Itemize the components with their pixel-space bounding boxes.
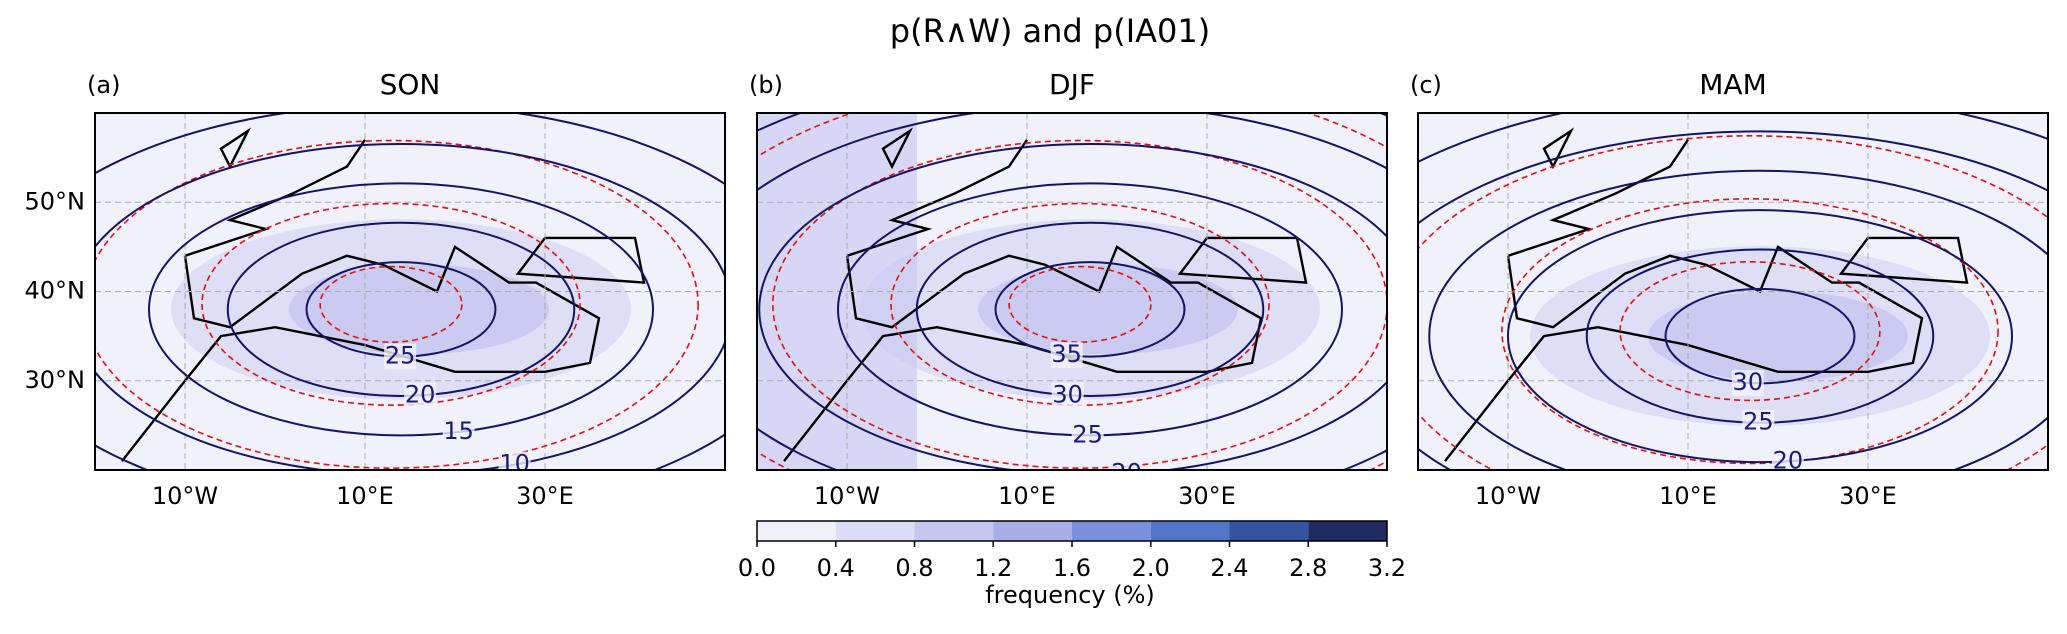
x-tick-label: 10°W <box>152 482 218 510</box>
colorbar-bin <box>757 521 836 541</box>
x-tick-label: 10°E <box>336 482 394 510</box>
panel-label: (b) <box>749 71 783 99</box>
contour-label: 30 <box>1052 380 1083 408</box>
contour-label: 5 <box>579 477 594 505</box>
contour-label-bg <box>571 479 603 505</box>
contour-label: 25 <box>1743 408 1774 436</box>
contour-label: 5 <box>1340 547 1355 575</box>
contour-label: 25 <box>385 342 416 370</box>
panel-title: DJF <box>1049 68 1095 101</box>
frequency-shade <box>1648 291 1908 381</box>
contour-label: 35 <box>1051 340 1082 368</box>
colorbar-tick-label: 1.2 <box>974 554 1012 582</box>
x-tick-label: 10°E <box>1659 482 1717 510</box>
contour-label: 20 <box>1111 459 1142 487</box>
x-tick-label: 10°E <box>998 482 1056 510</box>
panel-label: (c) <box>1410 71 1442 99</box>
contour-label: 15 <box>443 417 474 445</box>
colorbar-bin <box>1230 521 1309 541</box>
colorbar-bin <box>915 521 994 541</box>
frequency-shade <box>289 264 549 354</box>
y-tick-label: 30°N <box>25 366 86 394</box>
colorbar-bin <box>993 521 1072 541</box>
contour-label: 10 <box>499 450 530 478</box>
colorbar-tick-label: 2.4 <box>1210 554 1248 582</box>
colorbar-tick-label: 0.0 <box>738 554 776 582</box>
y-tick-label: 50°N <box>25 187 86 215</box>
contour-label: 30 <box>1733 368 1764 396</box>
y-tick-label: 40°N <box>25 277 86 305</box>
x-tick-label: 10°W <box>814 482 880 510</box>
colorbar-bin <box>1308 521 1387 541</box>
contour-label: 10 <box>1885 513 1916 541</box>
contour-label-bg <box>1331 549 1363 575</box>
x-tick-label: 10°W <box>1475 482 1541 510</box>
contour-label: 5 <box>1974 539 1989 567</box>
colorbar-bin <box>836 521 915 541</box>
panel-label: (a) <box>87 71 120 99</box>
contour-label-bg <box>1885 515 1917 541</box>
x-tick-label: 30°E <box>516 482 574 510</box>
figure-title: p(R∧W) and p(IA01) <box>890 12 1210 50</box>
colorbar-tick-label: 0.8 <box>895 554 933 582</box>
frequency-shade <box>978 264 1238 354</box>
colorbar-tick-label: 2.0 <box>1132 554 1170 582</box>
colorbar-tick-label: 2.8 <box>1289 554 1327 582</box>
x-tick-label: 30°E <box>1839 482 1897 510</box>
panel-title: MAM <box>1699 68 1766 101</box>
colorbar-label: frequency (%) <box>985 581 1155 609</box>
contour-label-bg <box>1965 541 1997 567</box>
colorbar-tick-label: 3.2 <box>1368 554 1406 582</box>
colorbar-tick-label: 1.6 <box>1053 554 1091 582</box>
contour-label: 25 <box>1072 420 1103 448</box>
x-tick-label: 30°E <box>1178 482 1236 510</box>
colorbar-bin <box>1072 521 1151 541</box>
panel-title: SON <box>380 68 441 101</box>
colorbar-tick-label: 0.4 <box>817 554 855 582</box>
contour-label: 20 <box>405 380 436 408</box>
colorbar-bin <box>1151 521 1230 541</box>
